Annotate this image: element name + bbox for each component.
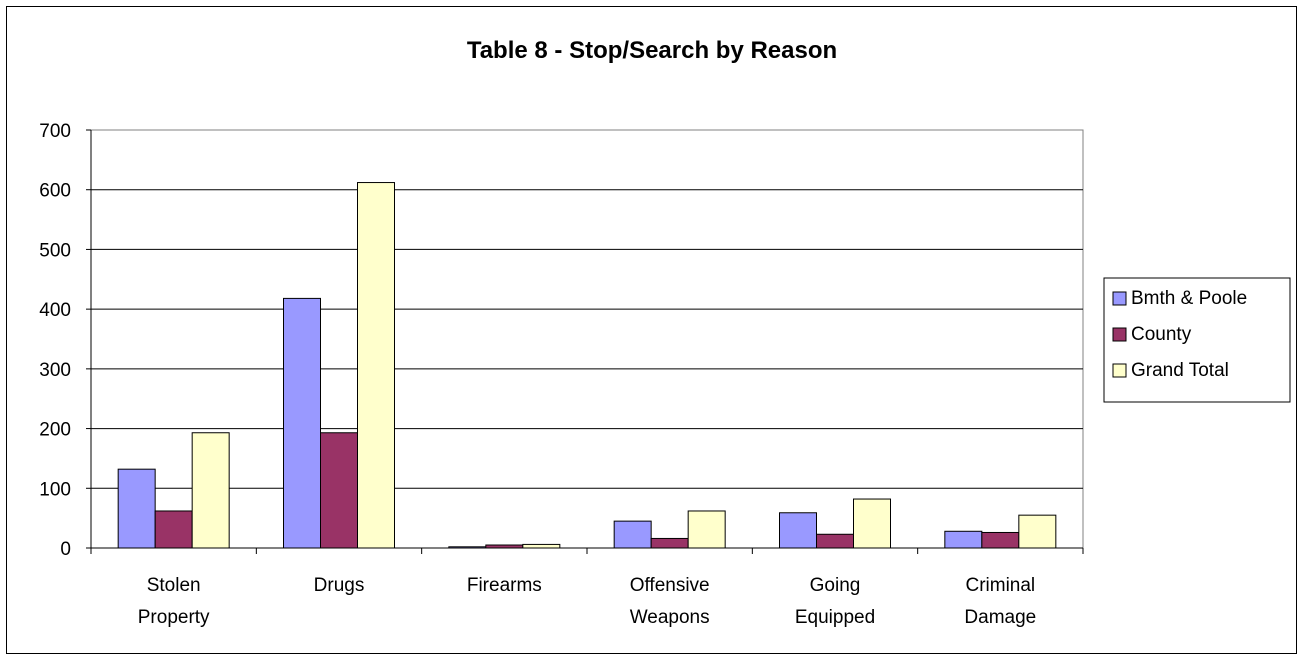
bar-bmth-poole-5 (944, 530, 983, 549)
y-tick-label: 500 (39, 240, 71, 261)
bars (117, 182, 1057, 549)
bar-grand-total-4 (853, 498, 891, 549)
x-axis-labels: Stolen Property Drugs Firearms Offensive Weap… (138, 575, 1036, 628)
x-category-label: Offensive (630, 575, 710, 596)
x-category-label: Property (138, 607, 210, 628)
bar-grand-total-5 (1018, 514, 1057, 549)
y-axis-ticks: 0 100 200 300 400 500 600 700 (39, 121, 91, 560)
y-tick-label: 600 (39, 181, 71, 202)
x-category-label: Weapons (630, 607, 710, 628)
bar-county-1 (320, 432, 358, 549)
bar-grand-total-0 (191, 432, 230, 549)
bar-bmth-poole-0 (117, 468, 156, 549)
x-category-label: Stolen (147, 575, 201, 596)
y-tick-label: 0 (60, 539, 71, 560)
legend-label: Grand Total (1131, 360, 1229, 381)
x-category-label: Firearms (467, 575, 542, 596)
legend-label: Bmth & Poole (1131, 288, 1247, 309)
plot-area (90, 129, 1084, 549)
y-tick-label: 100 (39, 479, 71, 500)
bar-bmth-poole-1 (283, 297, 321, 549)
gridlines (91, 189, 1083, 489)
bar-grand-total-3 (687, 510, 726, 549)
x-category-label: Criminal (965, 575, 1035, 596)
y-tick-label: 300 (39, 360, 71, 381)
legend-swatch (1112, 363, 1127, 378)
bar-bmth-poole-4 (779, 512, 817, 549)
bar-county-4 (816, 533, 854, 549)
legend: Bmth & Poole County Grand Total (1103, 277, 1291, 403)
bar-county-5 (981, 531, 1020, 549)
x-category-label: Going (810, 575, 861, 596)
bar-grand-total-2 (522, 543, 561, 549)
legend-box (1103, 277, 1291, 403)
axes (90, 130, 1084, 554)
x-category-label: Drugs (314, 575, 365, 596)
y-tick-label: 200 (39, 420, 71, 441)
legend-label: County (1131, 324, 1192, 345)
x-category-label: Damage (964, 607, 1036, 628)
chart-title: Table 8 - Stop/Search by Reason (467, 37, 837, 64)
legend-swatch (1112, 327, 1127, 342)
bar-grand-total-1 (357, 182, 395, 549)
legend-swatch (1112, 291, 1127, 306)
bar-county-0 (154, 510, 193, 549)
y-tick-label: 400 (39, 300, 71, 321)
bar-bmth-poole-3 (613, 520, 652, 549)
y-tick-label: 700 (39, 121, 71, 142)
x-category-label: Equipped (795, 607, 875, 628)
bar-county-3 (650, 537, 689, 549)
